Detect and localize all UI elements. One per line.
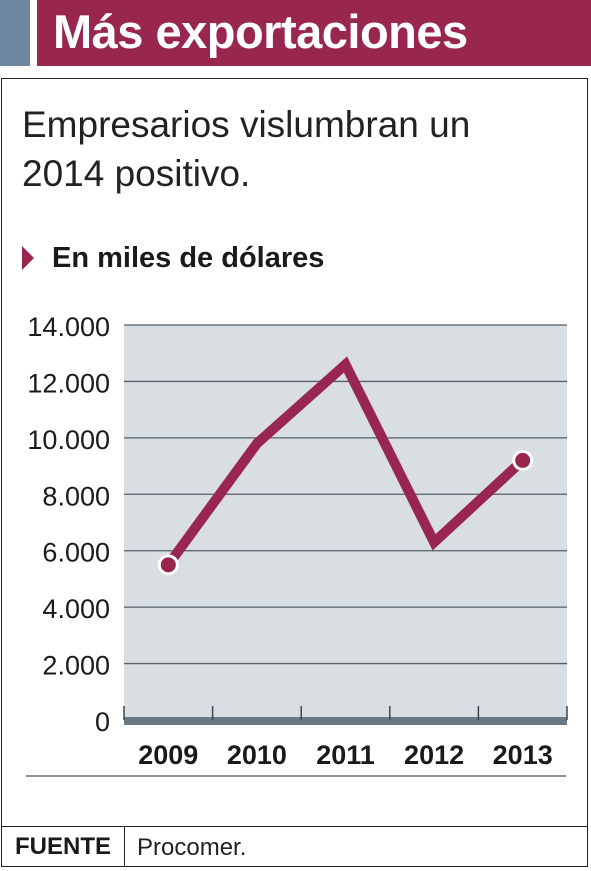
source-value: Procomer. — [137, 834, 247, 861]
x-axis-bar — [124, 717, 567, 725]
y-tick-label: 2.000 — [42, 651, 110, 681]
line-chart: 0 2.000 4.000 6.000 8.000 10.000 12.000 14.000 2… — [26, 312, 568, 777]
header-bar: Más exportaciones — [37, 0, 591, 66]
unit-label: En miles de dólares — [52, 242, 325, 274]
y-tick-label: 6.000 — [42, 538, 110, 568]
data-point-marker — [512, 449, 534, 471]
x-tick-label: 2010 — [227, 740, 287, 770]
y-tick-label: 0 — [95, 707, 110, 737]
subtitle: Empresarios vislumbran un 2014 positivo. — [22, 104, 471, 194]
x-tick-label: 2009 — [138, 740, 198, 770]
y-tick-label: 12.000 — [27, 368, 110, 398]
triangle-marker-icon — [22, 246, 34, 270]
y-tick-label: 8.000 — [42, 481, 110, 511]
plot-area — [124, 325, 567, 720]
y-tick-label: 14.000 — [27, 312, 110, 342]
source-label: FUENTE — [15, 833, 111, 860]
series-line — [164, 356, 527, 568]
x-tick-label: 2012 — [404, 740, 464, 770]
y-tick-label: 10.000 — [27, 425, 110, 455]
content-frame — [1, 78, 588, 867]
x-tick-label: 2013 — [493, 740, 553, 770]
header-accent — [0, 0, 30, 66]
data-point-marker — [157, 554, 179, 576]
x-tick-label: 2011 — [316, 740, 375, 770]
footer: FUENTE Procomer. — [1, 826, 588, 867]
footer-divider — [124, 827, 125, 867]
header-title: Más exportaciones — [53, 5, 468, 58]
y-tick-label: 4.000 — [42, 594, 110, 624]
